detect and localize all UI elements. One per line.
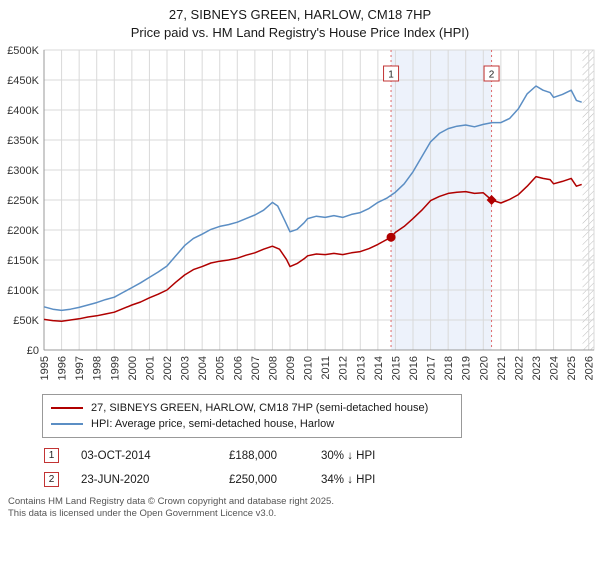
svg-text:£500K: £500K xyxy=(7,45,39,57)
svg-text:2016: 2016 xyxy=(408,356,420,380)
license-footer: Contains HM Land Registry data © Crown c… xyxy=(8,496,600,521)
svg-text:£300K: £300K xyxy=(7,165,39,177)
svg-text:2008: 2008 xyxy=(267,356,279,380)
svg-text:£350K: £350K xyxy=(7,135,39,147)
svg-text:2005: 2005 xyxy=(215,356,227,380)
chart-legend: 27, SIBNEYS GREEN, HARLOW, CM18 7HP (sem… xyxy=(42,394,462,438)
svg-text:2004: 2004 xyxy=(197,356,209,380)
transaction-row-2: 2 23-JUN-2020 £250,000 34% ↓ HPI xyxy=(44,472,600,487)
svg-text:2026: 2026 xyxy=(584,356,596,380)
svg-text:£200K: £200K xyxy=(7,225,39,237)
svg-text:2022: 2022 xyxy=(513,356,525,380)
series-line xyxy=(43,85,582,312)
svg-text:£100K: £100K xyxy=(7,285,39,297)
svg-text:2025: 2025 xyxy=(566,356,578,380)
property-line-swatch xyxy=(51,407,83,409)
sale-2-price: £250,000 xyxy=(229,473,277,486)
sale-2-marker xyxy=(486,195,497,205)
legend-item-property: 27, SIBNEYS GREEN, HARLOW, CM18 7HP (sem… xyxy=(51,400,451,416)
svg-text:2019: 2019 xyxy=(461,356,473,380)
footer-line-2: This data is licensed under the Open Gov… xyxy=(8,508,277,520)
svg-text:1999: 1999 xyxy=(109,356,121,380)
svg-text:2017: 2017 xyxy=(426,356,438,380)
price-history-chart: £0 £50K £100K £150K £200K £250K £300K £350K £400… xyxy=(7,45,596,380)
svg-text:£50K: £50K xyxy=(13,315,39,327)
series-line xyxy=(43,175,582,322)
hpi-line-swatch xyxy=(51,423,83,425)
svg-text:1996: 1996 xyxy=(57,356,69,380)
sale-1-hpi-delta: 30% ↓ HPI xyxy=(321,449,376,462)
svg-text:2020: 2020 xyxy=(478,356,490,380)
svg-text:£150K: £150K xyxy=(7,255,39,267)
svg-text:2024: 2024 xyxy=(549,356,561,380)
legend-item-hpi: HPI: Average price, semi-detached house,… xyxy=(51,416,451,432)
svg-text:1997: 1997 xyxy=(74,356,86,380)
svg-text:2021: 2021 xyxy=(496,356,508,380)
sale-1-date: 03-OCT-2014 xyxy=(81,449,151,462)
svg-text:2009: 2009 xyxy=(285,356,297,380)
footer-line-1: Contains HM Land Registry data © Crown c… xyxy=(8,496,334,507)
svg-text:2006: 2006 xyxy=(232,356,244,380)
svg-text:1998: 1998 xyxy=(92,356,104,380)
svg-text:2: 2 xyxy=(489,70,495,81)
legend-label-hpi: HPI: Average price, semi-detached house,… xyxy=(91,418,335,430)
legend-label-property: 27, SIBNEYS GREEN, HARLOW, CM18 7HP (sem… xyxy=(91,402,429,414)
svg-text:1: 1 xyxy=(388,70,394,81)
svg-text:2010: 2010 xyxy=(303,356,315,380)
svg-text:£0: £0 xyxy=(27,345,39,357)
svg-text:2014: 2014 xyxy=(373,356,385,380)
svg-text:2011: 2011 xyxy=(320,356,332,380)
svg-text:2015: 2015 xyxy=(390,356,402,380)
svg-text:2007: 2007 xyxy=(250,356,262,380)
transaction-table: 1 03-OCT-2014 £188,000 30% ↓ HPI 2 23-JU… xyxy=(44,448,600,487)
sale-2-hpi-delta: 34% ↓ HPI xyxy=(321,473,376,486)
page-title: 27, SIBNEYS GREEN, HARLOW, CM18 7HP xyxy=(168,7,432,22)
sale-1-badge: 1 xyxy=(44,448,59,463)
svg-text:2018: 2018 xyxy=(443,356,455,380)
sale-2-badge: 2 xyxy=(44,472,59,487)
sale-1-price: £188,000 xyxy=(229,449,277,462)
sale-2-date: 23-JUN-2020 xyxy=(81,473,150,486)
svg-text:1995: 1995 xyxy=(39,356,51,380)
house-price-chart-page: 27, SIBNEYS GREEN, HARLOW, CM18 7HP Pric… xyxy=(0,7,600,521)
svg-text:£250K: £250K xyxy=(7,195,39,207)
svg-text:2003: 2003 xyxy=(180,356,192,380)
sale-1-flag xyxy=(383,65,400,82)
svg-text:£450K: £450K xyxy=(7,75,39,87)
svg-text:2023: 2023 xyxy=(531,356,543,380)
svg-text:2001: 2001 xyxy=(144,356,156,380)
svg-text:2012: 2012 xyxy=(338,356,350,380)
svg-text:2002: 2002 xyxy=(162,356,174,380)
svg-text:2000: 2000 xyxy=(127,356,139,380)
transaction-row-1: 1 03-OCT-2014 £188,000 30% ↓ HPI xyxy=(44,448,600,463)
sale-1-marker xyxy=(386,232,396,242)
svg-text:£400K: £400K xyxy=(7,105,39,117)
svg-text:2013: 2013 xyxy=(355,356,367,380)
sale-2-flag xyxy=(483,65,500,82)
page-subtitle: Price paid vs. HM Land Registry's House … xyxy=(130,25,470,40)
